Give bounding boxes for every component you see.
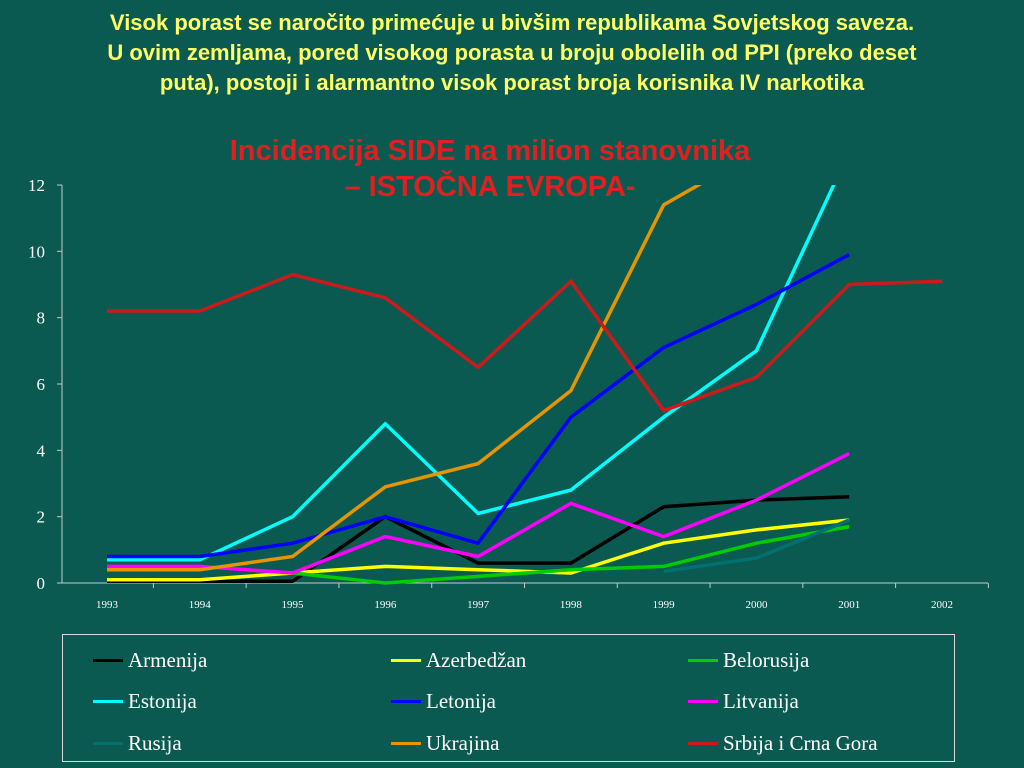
legend-label: Belorusija xyxy=(723,647,810,672)
legend-item: Srbija i Crna Gora xyxy=(688,730,878,756)
legend-label: Armenija xyxy=(128,647,208,672)
series-line-estonija xyxy=(107,185,836,562)
x-tick-label: 1993 xyxy=(96,599,119,611)
legend-label: Estonija xyxy=(128,688,197,713)
y-tick-label: 6 xyxy=(37,375,46,394)
legend-swatch xyxy=(688,699,718,703)
series-line-azerbedžan xyxy=(107,518,850,582)
series-line-rusija xyxy=(663,518,850,574)
y-tick-label: 0 xyxy=(37,574,46,593)
chart-series-group xyxy=(107,185,943,585)
legend-swatch xyxy=(688,658,718,662)
legend-label: Ukrajina xyxy=(426,730,500,755)
series-line-srbija-i-crna-gora xyxy=(107,272,943,413)
chart-title-line-1: Incidencija SIDE na milion stanovnika xyxy=(230,135,751,167)
legend-swatch xyxy=(93,741,123,745)
legend-item: Rusija xyxy=(93,730,182,756)
chart-title: Incidencija SIDE na milion stanovnika– I… xyxy=(230,135,751,203)
legend-item: Estonija xyxy=(93,688,197,714)
series-line-belorusija xyxy=(292,524,850,585)
legend-swatch xyxy=(391,741,421,745)
legend-swatch xyxy=(391,699,421,703)
legend-swatch xyxy=(93,658,123,662)
x-tick-label: 2002 xyxy=(931,599,953,611)
legend-item: Litvanija xyxy=(688,688,799,714)
legend-label: Azerbedžan xyxy=(426,647,527,672)
slide-header: Visok porast se naročito primećuje u biv… xyxy=(0,8,1024,98)
legend-label: Litvanija xyxy=(723,688,799,713)
header-line-3: puta), postoji i alarmantno visok porast… xyxy=(159,70,865,95)
header-line-2: U ovim zemljama, pored visokog porasta u… xyxy=(107,40,917,65)
legend-item: Armenija xyxy=(93,647,207,673)
header-line-1: Visok porast se naročito primećuje u biv… xyxy=(109,10,915,35)
legend-item: Belorusija xyxy=(688,647,809,673)
x-tick-label: 1994 xyxy=(189,599,212,611)
legend-label: Letonija xyxy=(426,688,496,713)
x-tick-label: 1996 xyxy=(374,599,397,611)
x-tick-label: 1997 xyxy=(467,599,490,611)
series-line-ukrajina xyxy=(107,185,702,572)
series-line-litvanija xyxy=(107,452,850,575)
y-tick-label: 2 xyxy=(37,508,46,527)
x-tick-label: 1995 xyxy=(282,599,305,611)
chart-axes: 0 2 4 6 8 10 12 1993 1994 1995 1996 1997 1998 1999 200… xyxy=(28,176,989,611)
legend-swatch xyxy=(391,658,421,662)
series-line-letonija xyxy=(107,253,851,559)
legend-item: Ukrajina xyxy=(391,730,499,756)
x-tick-label: 2001 xyxy=(838,599,860,611)
chart-legend: Armenija Azerbedžan Belorusija Estonija Leto… xyxy=(62,634,955,762)
legend-label: Srbija i Crna Gora xyxy=(723,730,878,755)
y-tick-label: 4 xyxy=(37,441,46,460)
x-tick-label: 1999 xyxy=(653,599,676,611)
legend-swatch xyxy=(688,741,718,745)
x-tick-label: 2000 xyxy=(745,599,768,611)
legend-swatch xyxy=(93,699,123,703)
legend-item: Azerbedžan xyxy=(391,647,526,673)
y-tick-label: 10 xyxy=(28,242,45,261)
chart-title-line-2: – ISTOČNA EVROPA- xyxy=(344,169,635,203)
y-tick-label: 8 xyxy=(37,309,46,328)
y-tick-label: 12 xyxy=(28,176,45,195)
legend-item: Letonija xyxy=(391,688,496,714)
x-tick-label: 1998 xyxy=(560,599,583,611)
legend-label: Rusija xyxy=(128,730,182,755)
series-line-armenija xyxy=(107,495,850,584)
